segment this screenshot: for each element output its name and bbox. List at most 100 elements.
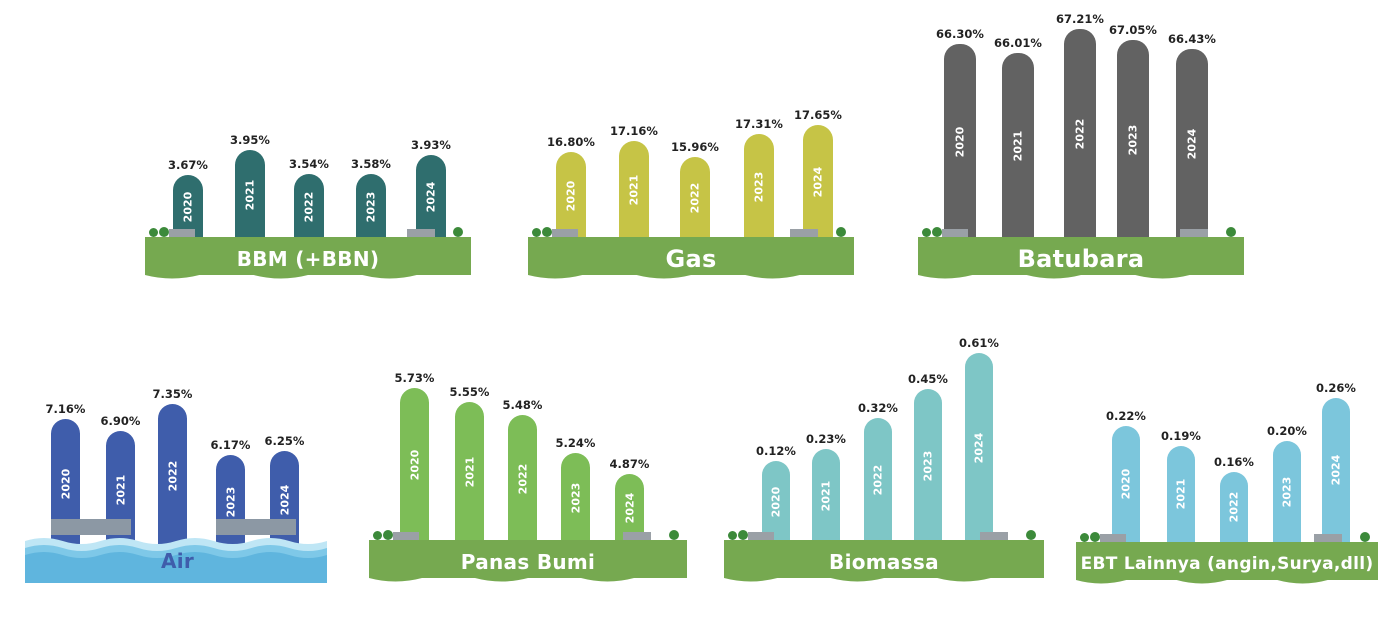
bar-year-label: 2023 (1126, 124, 1140, 155)
bar-year-label: 2023 (364, 191, 378, 222)
bar-year-label: 2021 (819, 480, 833, 511)
bar-2022: 2022 (1064, 29, 1096, 239)
bar-year-label: 2023 (752, 171, 766, 202)
bar-year-label: 2022 (1227, 491, 1241, 523)
bar-value-label: 0.26% (1316, 381, 1356, 395)
tree-icon (1026, 530, 1036, 540)
bar-2024: 2024 (416, 155, 446, 239)
bar-value-label: 15.96% (671, 140, 719, 154)
tree-icon (1360, 532, 1370, 542)
bar-2022: 2022 (680, 157, 710, 239)
bar-value-label: 67.05% (1109, 23, 1157, 37)
ground-label: EBT Lainnya (angin,Surya,dll) (1080, 553, 1374, 574)
bar-2020: 2020 (400, 388, 429, 542)
bar-value-label: 3.58% (351, 157, 391, 171)
bar-2021: 2021 (812, 449, 840, 542)
bar-year-label: 2020 (408, 449, 421, 481)
building-icon (552, 229, 578, 237)
bar-year-label: 2022 (516, 463, 529, 494)
water-ground (25, 538, 327, 583)
bar-value-label: 5.73% (394, 371, 435, 385)
ground-label: Biomassa (829, 550, 939, 574)
bar-year-label: 2020 (181, 191, 195, 223)
bar-value-label: 66.01% (994, 36, 1042, 50)
ground-label: Batubara (1017, 245, 1145, 273)
building-icon (748, 532, 774, 540)
bar-value-label: 3.93% (411, 138, 451, 152)
bar-value-label: 7.35% (152, 387, 193, 401)
tree-icon (922, 228, 931, 237)
ground-label: BBM (+BBN) (236, 247, 380, 271)
bar-year-label: 2023 (921, 450, 935, 481)
bar-2023: 2023 (914, 389, 942, 542)
bar-year-label: 2023 (569, 482, 582, 513)
bar-2023: 2023 (744, 134, 774, 239)
bar-year-label: 2022 (166, 460, 179, 492)
bar-2022: 2022 (294, 174, 324, 239)
grass-ground (145, 237, 471, 279)
bar-year-label: 2021 (1011, 130, 1025, 162)
bar-value-label: 67.21% (1056, 12, 1104, 26)
bar-2021: 2021 (455, 402, 484, 542)
building-icon (1100, 534, 1126, 542)
bar-value-label: 0.32% (858, 401, 898, 415)
bar-year-label: 2020 (564, 180, 578, 211)
tree-icon (383, 530, 393, 540)
bar-value-label: 17.65% (794, 108, 842, 122)
bar-2022: 2022 (864, 418, 892, 542)
building-icon (980, 532, 1008, 540)
grass-ground (1076, 542, 1378, 584)
bar-value-label: 6.90% (100, 414, 141, 428)
building-icon (623, 532, 651, 540)
bar-year-label: 2020 (769, 486, 783, 517)
bar-year-label: 2024 (424, 181, 438, 213)
bar-value-label: 0.16% (1214, 455, 1254, 469)
bar-value-label: 17.16% (610, 124, 658, 138)
bar-year-label: 2024 (623, 492, 636, 524)
building-icon (942, 229, 968, 237)
bar-2022: 2022 (158, 404, 187, 548)
tree-icon (149, 228, 158, 237)
bar-2024: 2024 (615, 474, 644, 542)
bar-2021: 2021 (1167, 446, 1195, 542)
bar-2020: 2020 (1112, 426, 1140, 542)
bar-value-label: 17.31% (735, 117, 783, 131)
bar-value-label: 0.61% (959, 336, 999, 350)
bar-value-label: 3.67% (168, 158, 208, 172)
bar-value-label: 5.55% (449, 385, 490, 399)
bar-year-label: 2024 (1185, 128, 1199, 160)
bar-2020: 2020 (173, 175, 203, 239)
bar-value-label: 0.45% (908, 372, 948, 386)
bar-2023: 2023 (1273, 441, 1301, 542)
bar-value-label: 66.30% (936, 27, 984, 41)
bar-year-label: 2020 (953, 126, 967, 157)
building-icon (1180, 229, 1208, 237)
bar-year-label: 2021 (627, 174, 641, 206)
bar-year-label: 2023 (1280, 476, 1294, 507)
bar-year-label: 2020 (1119, 468, 1133, 500)
tree-icon (932, 227, 942, 237)
building-icon (1314, 534, 1342, 542)
grass-ground (369, 540, 687, 582)
bar-value-label: 0.19% (1161, 429, 1201, 443)
grass-ground (918, 237, 1244, 279)
bar-value-label: 6.17% (210, 438, 251, 452)
bar-value-label: 5.48% (502, 398, 543, 412)
ground-label: Gas (665, 245, 717, 273)
tree-icon (1080, 533, 1089, 542)
tree-icon (159, 227, 169, 237)
tree-icon (728, 531, 737, 540)
bar-year-label: 2021 (243, 179, 257, 210)
bar-2023: 2023 (1117, 40, 1149, 239)
bar-2021: 2021 (235, 150, 265, 239)
tree-icon (453, 227, 463, 237)
bar-2023: 2023 (356, 174, 386, 239)
building-icon (169, 229, 195, 237)
building-icon (790, 229, 818, 237)
bar-2022: 2022 (1220, 472, 1248, 542)
bar-value-label: 0.22% (1106, 409, 1146, 423)
bar-2021: 2021 (1002, 53, 1034, 239)
tree-icon (1226, 227, 1236, 237)
bar-2024: 2024 (1322, 398, 1350, 542)
